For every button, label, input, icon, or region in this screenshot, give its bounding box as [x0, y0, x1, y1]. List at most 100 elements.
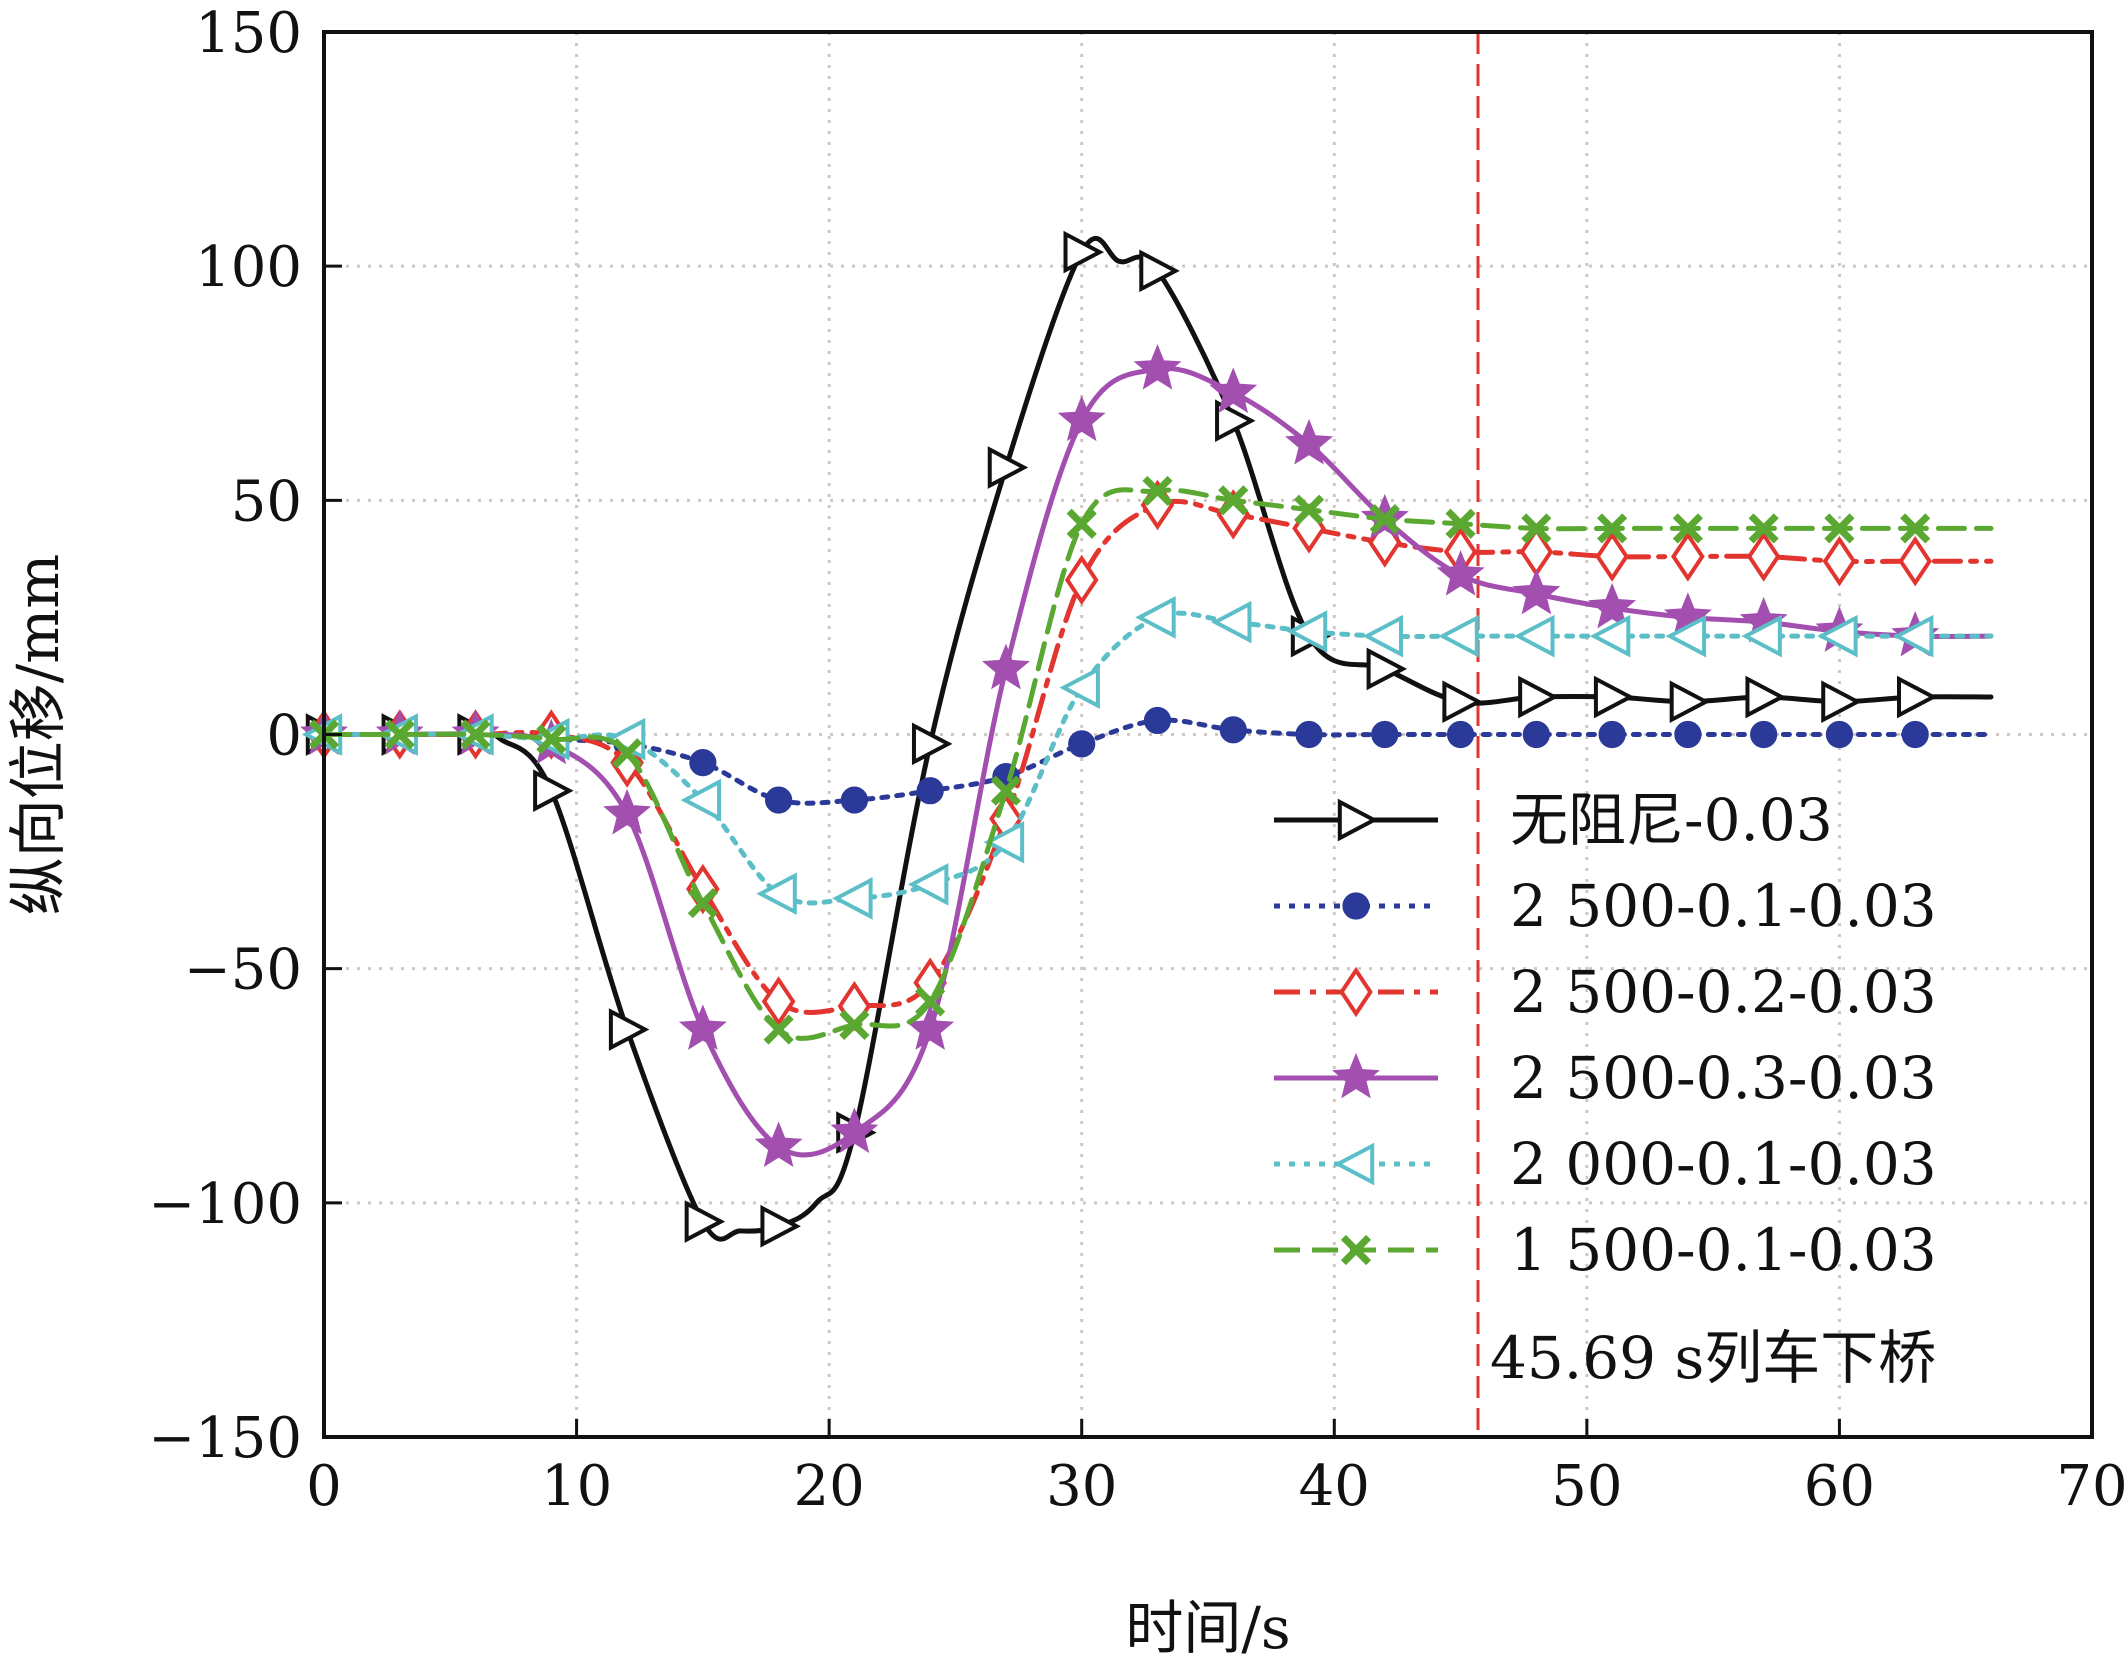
- data-point: [1674, 720, 1702, 749]
- data-point: [1897, 675, 1938, 719]
- x-tick-label: 50: [1551, 1454, 1622, 1519]
- legend-item: 2 000-0.1-0.03: [1274, 1130, 1937, 1198]
- legend-swatch-marker: [1332, 1052, 1380, 1099]
- legend-label: 1 500-0.1-0.03: [1510, 1216, 1937, 1284]
- data-point: [1139, 249, 1180, 293]
- data-point: [608, 1008, 650, 1051]
- data-point: [1589, 614, 1631, 658]
- data-point: [687, 888, 718, 919]
- x-tick-label: 10: [541, 1454, 612, 1519]
- data-point: [1597, 513, 1628, 544]
- data-point: [981, 643, 1030, 690]
- data-point: [1750, 720, 1778, 749]
- data-point: [536, 724, 567, 755]
- legend-label: 2 500-0.1-0.03: [1510, 872, 1937, 940]
- data-point: [678, 1004, 727, 1050]
- data-point: [533, 769, 574, 813]
- data-point: [1295, 720, 1323, 749]
- x-tick-label: 30: [1046, 1454, 1117, 1519]
- axis-ticks: 0 10 20 30 40 50 60 70 −150 −100 −50 0 50 100 150: [148, 1, 2127, 1519]
- data-point: [1371, 720, 1399, 749]
- data-point: [1593, 675, 1635, 719]
- data-point: [1522, 720, 1550, 749]
- data-point: [1285, 418, 1333, 465]
- data-point: [1521, 513, 1552, 544]
- legend-item: 2 500-0.2-0.03: [1274, 958, 1937, 1026]
- x-tick-label: 70: [2056, 1454, 2127, 1519]
- data-point: [680, 778, 722, 822]
- data-point: [1745, 675, 1786, 719]
- series-line: [321, 487, 1994, 1041]
- data-point: [1665, 614, 1707, 658]
- data-point: [1063, 230, 1105, 274]
- series-4: [300, 344, 1994, 1168]
- data-point: [1142, 475, 1173, 507]
- x-axis-title: 时间/s: [1125, 1594, 1290, 1662]
- data-point: [1436, 550, 1485, 596]
- x-tick-label: 40: [1299, 1454, 1370, 1519]
- data-point: [1210, 600, 1252, 644]
- data-point: [1598, 720, 1626, 749]
- data-point: [1064, 554, 1099, 606]
- data-point: [1671, 531, 1705, 582]
- y-tick-label: −100: [148, 1172, 302, 1237]
- y-tick-label: 50: [231, 469, 302, 534]
- data-point: [1438, 614, 1479, 658]
- data-point: [612, 738, 643, 769]
- legend: 无阻尼-0.03 2 500-0.1-0.03 2 500-0.2-0.03 2 50…: [1274, 786, 1937, 1284]
- data-point: [1068, 730, 1096, 758]
- data-point: [756, 872, 797, 916]
- data-point: [1135, 596, 1176, 639]
- y-tick-label: 150: [195, 1, 302, 66]
- data-point: [983, 820, 1025, 864]
- data-point: [1892, 614, 1934, 658]
- data-point: [1143, 706, 1172, 735]
- data-point: [1366, 647, 1408, 691]
- legend-swatch-marker: [1337, 798, 1379, 842]
- legend-label: 2 500-0.2-0.03: [1510, 958, 1937, 1026]
- data-point: [1821, 680, 1862, 724]
- data-point: [1215, 399, 1256, 443]
- data-point: [1219, 716, 1247, 744]
- data-point: [832, 877, 873, 920]
- data-point: [1748, 513, 1779, 544]
- legend-label: 2 000-0.1-0.03: [1510, 1130, 1937, 1198]
- data-point: [1066, 508, 1097, 539]
- data-point: [1588, 582, 1637, 629]
- data-point: [1293, 494, 1325, 525]
- data-point: [907, 863, 949, 906]
- data-point: [1057, 395, 1106, 442]
- data-point: [915, 986, 946, 1017]
- data-point: [1209, 367, 1258, 413]
- data-point: [916, 777, 944, 805]
- y-tick-label: −150: [148, 1406, 302, 1471]
- data-point: [1512, 568, 1561, 615]
- x-tick-label: 20: [794, 1454, 865, 1519]
- y-tick-label: −50: [184, 938, 302, 1003]
- data-point: [603, 788, 652, 835]
- data-point: [1518, 675, 1559, 719]
- data-point: [765, 786, 793, 814]
- data-point: [987, 446, 1029, 489]
- series-group: [300, 230, 1994, 1248]
- data-point: [1822, 536, 1857, 587]
- data-point: [1362, 614, 1403, 658]
- legend-item: 无阻尼-0.03: [1274, 786, 1833, 854]
- data-point: [1286, 610, 1328, 653]
- data-point: [1817, 614, 1858, 658]
- data-point: [684, 1200, 726, 1243]
- data-point: [384, 719, 415, 750]
- data-point: [830, 1107, 879, 1153]
- data-point: [1059, 666, 1100, 709]
- data-point: [1901, 720, 1929, 749]
- data-point: [1824, 513, 1855, 544]
- legend-item: 2 500-0.1-0.03: [1274, 872, 1937, 940]
- data-point: [1900, 513, 1931, 544]
- series-1: [305, 230, 1994, 1248]
- y-axis-title: 纵向位移/mm: [4, 554, 72, 916]
- data-point: [1218, 485, 1249, 516]
- y-tick-label: 100: [195, 235, 302, 300]
- legend-swatch-marker: [1339, 966, 1373, 1018]
- data-point: [1133, 344, 1182, 390]
